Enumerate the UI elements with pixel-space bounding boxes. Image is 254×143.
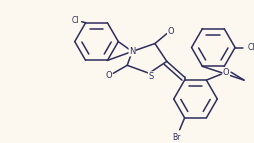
Text: O: O xyxy=(167,27,173,36)
Text: S: S xyxy=(148,72,153,81)
Text: O: O xyxy=(222,68,229,77)
Text: Cl: Cl xyxy=(246,43,254,52)
Text: Cl: Cl xyxy=(72,16,79,25)
Text: O: O xyxy=(105,71,111,80)
Text: Br: Br xyxy=(172,133,180,142)
Text: N: N xyxy=(129,47,135,56)
